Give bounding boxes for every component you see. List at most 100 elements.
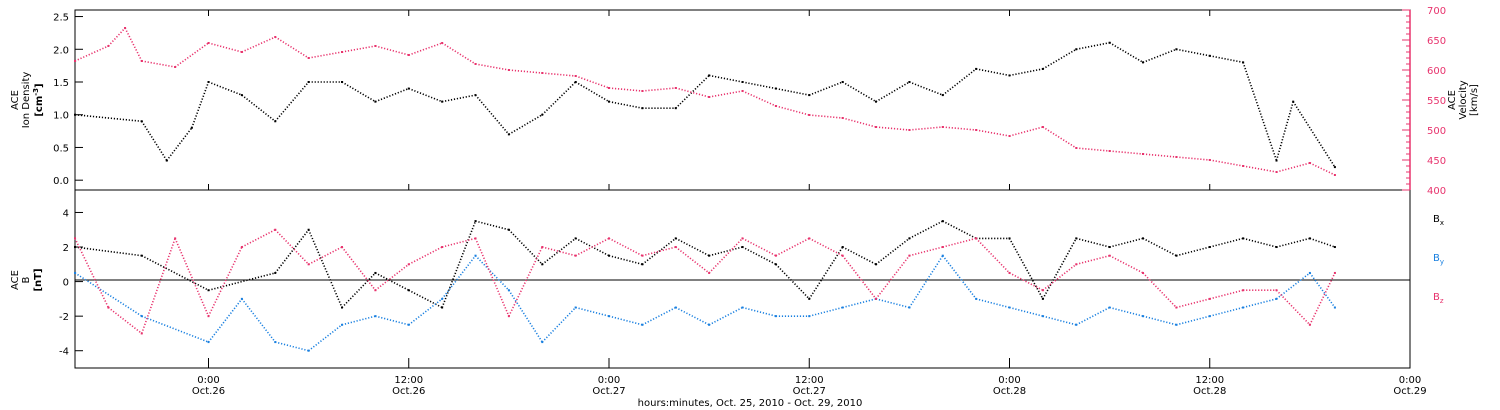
bx-segment [708,246,743,257]
velocity-segment [1076,147,1110,152]
by-segment [809,306,843,317]
bz-segment [875,255,911,300]
bx-segment [1176,246,1210,257]
velocity-segment [975,129,1010,137]
density-segment [1242,62,1278,161]
density-segment [141,120,168,161]
velocity-segment [475,63,510,71]
density-axis-tick-label-0: 0.0 [53,176,69,187]
by-segment [74,272,143,317]
by-segment [1242,298,1277,309]
bz-segment [575,237,610,257]
bx-segment [475,220,510,231]
bx-segment [408,289,443,309]
density-segment [408,87,443,103]
velocity-segment [1276,162,1311,173]
bx-segment [1276,237,1311,248]
density-axis-title-line1: ACE [10,90,21,110]
bx-segment [942,220,977,240]
density-segment [208,81,243,96]
velocity-segment [1142,153,1177,158]
x-tick-label-time-3: 12:00 [795,375,824,386]
by-segment [1176,315,1210,326]
by-segment [207,298,243,343]
bx-segment [1109,237,1144,248]
bfield-axis-tick-label-2: 0 [63,278,69,289]
density-axis-title-units: [cm-3] [32,83,45,116]
bz-segment [1209,289,1244,300]
density-axis-tick-label-1: 0.5 [53,143,69,154]
velocity-segment [1009,126,1044,137]
bz-segment [1176,298,1210,309]
density-axis-title-line2: Ion Density [21,72,32,129]
density-segment [1076,41,1110,51]
by-segment [608,315,643,326]
density-segment [1176,48,1210,57]
velocity-axis-title-units: [km/s] [1469,84,1480,116]
density-axis-tick-label-4: 2.0 [53,45,69,56]
bx-segment [675,237,710,257]
by-segment [541,306,577,343]
by-segment [275,341,309,352]
velocity-axis-tick-label-3: 550 [1427,96,1446,107]
velocity-segment [241,36,276,53]
bz-segment [408,246,443,266]
by-segment [1209,306,1244,317]
bx-point [1333,246,1336,249]
density-segment [909,81,944,96]
velocity-segment [1242,165,1277,173]
by-segment [474,255,510,291]
bz-segment [1042,263,1077,291]
bx-segment [1209,237,1244,248]
density-segment [166,127,193,162]
bx-segment [307,229,343,308]
by-point [1333,306,1336,309]
legend-bx: Bx [1433,214,1444,227]
bz-segment [1109,254,1144,274]
bz-segment [107,306,143,335]
bz-segment [207,246,243,317]
velocity-segment [1209,159,1244,167]
velocity-segment [942,126,977,131]
bz-point [1333,271,1336,274]
bx-segment [875,237,910,265]
density-axis-tick-label-2: 1.0 [53,111,69,122]
density-segment [441,94,476,103]
bz-segment [308,246,343,266]
by-segment [642,306,677,326]
bz-segment [775,237,810,257]
bx-segment [909,220,944,240]
velocity-segment [875,126,910,131]
by-segment [1075,306,1110,326]
bx-segment [1076,237,1110,248]
by-segment [908,255,944,308]
x-tick-label-date-6: Oct.29 [1393,386,1426,397]
density-segment [742,81,777,90]
bottom-panel-frame [74,189,1411,369]
by-segment [675,306,710,326]
by-segment [1009,306,1044,317]
velocity-segment [174,42,209,68]
velocity-segment [124,27,143,62]
density-segment [241,94,276,122]
velocity-axis-tick-label-6: 700 [1427,6,1446,17]
bx-segment [541,237,577,265]
bx-segment [1042,238,1077,300]
bz-segment [1142,272,1177,309]
density-segment [775,87,810,96]
x-tick-label-time-1: 12:00 [394,375,423,386]
density-segment [1109,42,1144,64]
density-segment [608,100,643,109]
bx-point [708,254,711,257]
by-segment [441,255,477,300]
bz-segment [374,263,410,291]
density-segment [975,68,1010,77]
velocity-axis-title-line2: Velocity [1458,80,1469,119]
velocity-axis-tick-label-5: 650 [1427,36,1446,47]
bx-segment [375,272,410,291]
velocity-segment [74,45,109,62]
density-segment [708,74,743,83]
by-segment [942,255,977,300]
bx-segment [808,246,844,300]
